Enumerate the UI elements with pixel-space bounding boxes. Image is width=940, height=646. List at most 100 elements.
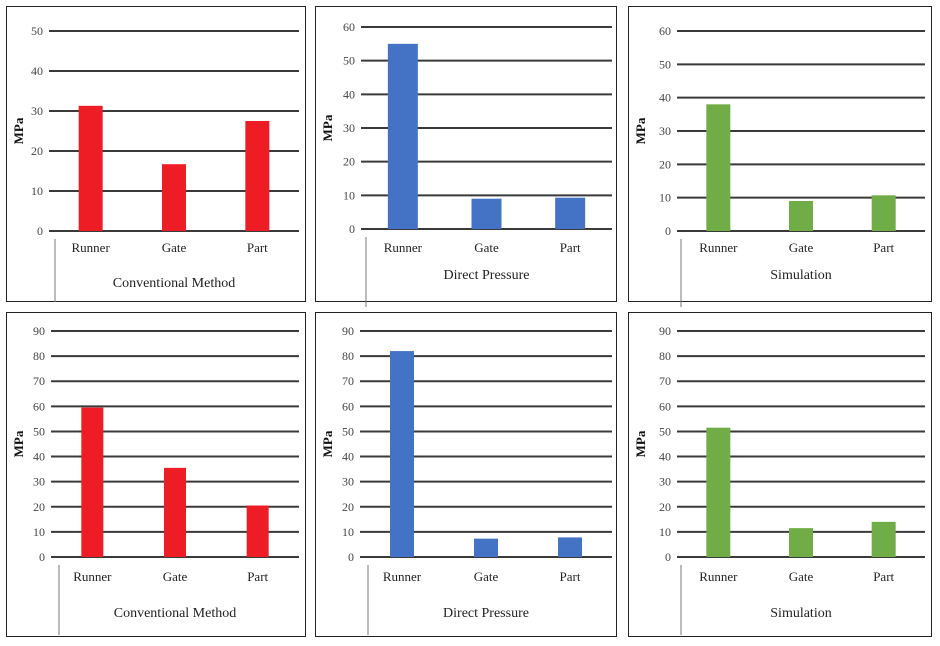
y-tick-label: 60: [342, 399, 354, 413]
bar-runner: [706, 104, 731, 231]
y-tick-label: 70: [342, 374, 354, 388]
chart-panel-direct-top: 0 10 20 30 40 50 60 MPa Runner Gate Part Direct Pre…: [315, 6, 617, 307]
y-tick-label: 20: [659, 157, 671, 171]
y-tick-label: 80: [342, 349, 354, 363]
y-tick-label: 60: [343, 20, 355, 34]
chart-panel-conventional-bottom: 0 10 20 30 40 50 60 70 80 90 MPa Runner Gate Part Conv…: [6, 312, 306, 637]
y-tick-label: 80: [33, 349, 45, 363]
y-tick-label: 30: [659, 124, 671, 138]
chart-svg: 0 10 20 30 40 50 60 MPa Runner Gate Part Simulation: [633, 24, 925, 307]
category-label: Runner: [73, 569, 112, 584]
y-tick-label: 60: [33, 399, 45, 413]
chart-svg: 0 10 20 30 40 50 60 70 80 90 MPa Runner Gate Part Simu…: [633, 324, 925, 635]
y-tick-label: 0: [37, 224, 43, 238]
chart-panel-simulation-bottom: 0 10 20 30 40 50 60 70 80 90 MPa Runner Gate Part Simu…: [628, 312, 932, 637]
y-tick-label: 10: [31, 184, 43, 198]
chart-title: Conventional Method: [114, 606, 237, 621]
category-label: Runner: [383, 569, 422, 584]
bar-runner: [81, 407, 104, 557]
y-tick-label: 0: [665, 224, 671, 238]
y-tick-label: 90: [659, 324, 671, 338]
chart-panel-conventional-top: 0 10 20 30 40 50 MPa Runner Gate Part Conventional…: [6, 6, 306, 302]
y-tick-label: 20: [659, 500, 671, 514]
y-tick-label: 40: [659, 91, 671, 105]
y-axis-label: MPa: [633, 430, 648, 457]
bar-gate: [471, 198, 502, 229]
y-tick-label: 0: [665, 550, 671, 564]
category-label: Part: [873, 569, 894, 584]
y-axis-label: MPa: [11, 430, 26, 457]
bar-gate: [474, 538, 498, 557]
category-label: Gate: [163, 569, 188, 584]
category-label: Gate: [474, 569, 499, 584]
y-axis-label: MPa: [320, 114, 335, 141]
bar-gate: [164, 467, 186, 557]
category-label: Gate: [162, 240, 187, 255]
y-tick-label: 50: [33, 424, 45, 438]
category-label: Part: [560, 569, 581, 584]
category-label: Runner: [72, 240, 111, 255]
category-label: Runner: [384, 240, 423, 255]
y-tick-label: 40: [659, 450, 671, 464]
chart-title: Conventional Method: [113, 276, 236, 291]
y-tick-label: 0: [349, 222, 355, 236]
chart-panel-direct-bottom: 0 10 20 30 40 50 60 70 80 90 MPa Runner Gate Part Dire…: [315, 312, 617, 637]
y-tick-label: 90: [342, 324, 354, 338]
y-tick-label: 10: [659, 525, 671, 539]
y-tick-label: 30: [31, 104, 43, 118]
chart-svg: 0 10 20 30 40 50 MPa Runner Gate Part Conventional…: [11, 24, 299, 302]
chart-panel-simulation-top: 0 10 20 30 40 50 60 MPa Runner Gate Part Simulation: [628, 6, 932, 307]
y-tick-label: 30: [33, 475, 45, 489]
bar-gate: [162, 164, 186, 231]
category-label: Runner: [699, 569, 738, 584]
y-tick-label: 50: [342, 424, 354, 438]
y-tick-label: 40: [343, 87, 355, 101]
bar-runner: [78, 105, 103, 231]
y-tick-label: 20: [343, 155, 355, 169]
y-tick-label: 40: [31, 64, 43, 78]
y-tick-label: 10: [33, 525, 45, 539]
y-tick-label: 30: [659, 475, 671, 489]
y-axis-label: MPa: [633, 117, 648, 144]
bar-runner: [390, 351, 414, 557]
chart-svg: 0 10 20 30 40 50 60 70 80 90 MPa Runner Gate Part Dire…: [320, 324, 612, 635]
bar-part: [246, 505, 269, 557]
bar-part: [871, 195, 896, 231]
y-tick-label: 10: [343, 188, 355, 202]
category-label: Gate: [789, 569, 814, 584]
y-tick-label: 20: [33, 500, 45, 514]
y-tick-label: 0: [348, 550, 354, 564]
y-tick-label: 40: [342, 450, 354, 464]
y-tick-label: 50: [31, 24, 43, 38]
chart-title: Direct Pressure: [444, 268, 530, 283]
bar-runner: [387, 43, 418, 230]
category-label: Part: [247, 569, 268, 584]
y-tick-label: 10: [342, 525, 354, 539]
y-tick-label: 50: [343, 54, 355, 68]
chart-title: Simulation: [770, 606, 831, 621]
y-axis-label: MPa: [11, 117, 26, 144]
y-tick-label: 60: [659, 399, 671, 413]
y-tick-label: 50: [659, 57, 671, 71]
chart-svg: 0 10 20 30 40 50 60 70 80 90 MPa Runner Gate Part Conv…: [11, 324, 299, 635]
bar-part: [558, 537, 582, 557]
y-tick-label: 60: [659, 24, 671, 38]
y-tick-label: 0: [39, 550, 45, 564]
bar-runner: [706, 427, 731, 557]
y-tick-label: 70: [659, 374, 671, 388]
y-tick-label: 20: [342, 500, 354, 514]
category-label: Part: [247, 240, 268, 255]
bar-gate: [789, 528, 813, 557]
y-tick-label: 70: [33, 374, 45, 388]
y-tick-label: 80: [659, 349, 671, 363]
chart-title: Direct Pressure: [443, 606, 529, 621]
y-tick-label: 90: [33, 324, 45, 338]
y-tick-label: 40: [33, 450, 45, 464]
category-label: Gate: [789, 240, 814, 255]
y-tick-label: 10: [659, 191, 671, 205]
category-label: Part: [560, 240, 581, 255]
bar-part: [245, 121, 270, 231]
bar-part: [555, 197, 586, 229]
y-tick-label: 20: [31, 144, 43, 158]
bar-gate: [789, 201, 813, 231]
